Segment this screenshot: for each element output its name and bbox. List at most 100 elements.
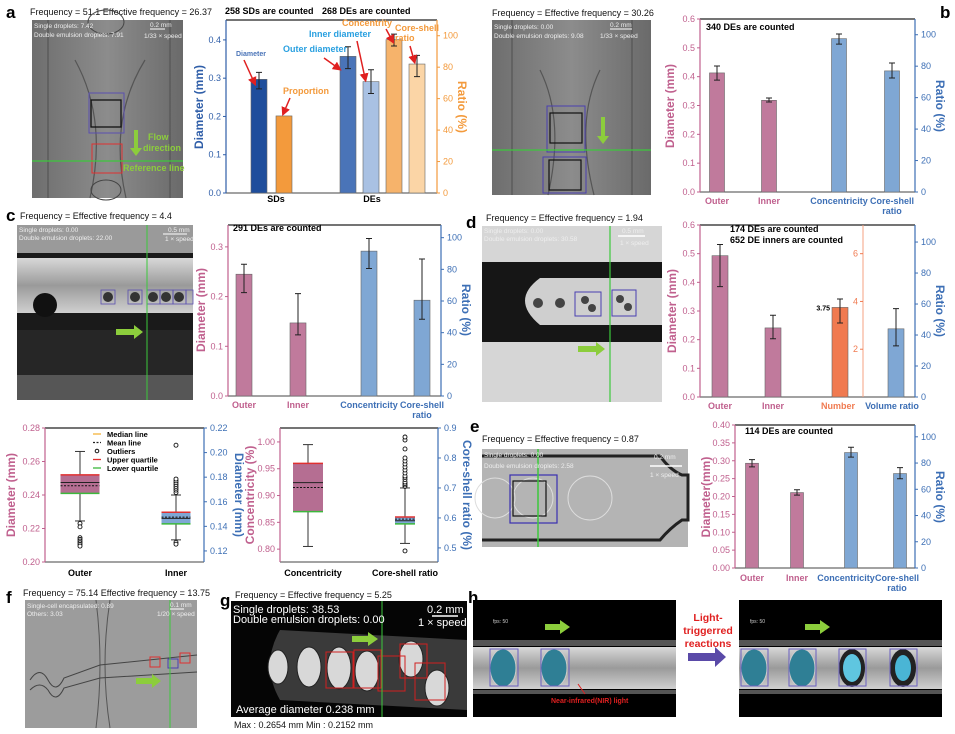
- bar-annotation: Proportion: [283, 86, 329, 96]
- overlay-double-emulsion: Double emulsion droplets: 0.00: [233, 614, 385, 626]
- left-tick-label: 0.3: [682, 101, 695, 111]
- annotation-arrow-icon: [408, 45, 418, 65]
- y-axis-title: Diameter (mm): [665, 269, 679, 353]
- right-tick-label: 0.14: [210, 521, 228, 531]
- middle-tick-label: 6: [853, 249, 858, 259]
- right-tick-label: 0.22: [210, 423, 228, 433]
- x-category-label-box: Core-shell ratio: [869, 196, 914, 216]
- panel-f-frequency-title: Frequency = 75.14 Effective frequency = …: [23, 588, 210, 598]
- left-tick-label: 0.4: [682, 277, 695, 287]
- x-category-label-box: Concentricity: [817, 573, 875, 583]
- reference-line-label: Reference line: [123, 163, 185, 173]
- scale-bar-label: 0.2 mm: [610, 22, 632, 29]
- right-tick-label: 0: [443, 188, 448, 198]
- bar-concentrity: [385, 39, 403, 194]
- chart-title: 268 DEs are counted: [322, 6, 411, 16]
- panel-c-micrograph: c Frequency = Effective frequency = 4.4 …: [6, 206, 194, 400]
- legend-label: Outliers: [107, 447, 135, 456]
- x-category-label: Concentricity: [340, 400, 398, 410]
- bar-annotation: Core-shell ratio: [395, 23, 440, 43]
- bar-outer-diameter: [339, 56, 357, 194]
- overlay-single-droplets: Single droplets: 0.00: [494, 24, 554, 31]
- left-tick-label: 0.3: [210, 242, 223, 252]
- panel-h-after: fps: 50: [739, 600, 942, 717]
- chart-b: 0.0 0.1 0.2 0.3 0.4 0.5 0.6 0 20 40 60 80 100 Diamete…: [663, 14, 947, 216]
- chart-d: 0.0 0.1 0.2 0.3 0.4 0.5 0.6 0 20 40 60 80 100 2 4 6 Diam…: [665, 220, 947, 411]
- right-tick-label: 100: [447, 233, 462, 243]
- right-tick-label: 0: [921, 392, 926, 402]
- panel-d-micrograph: d Frequency = Effective frequency = 1.94…: [466, 213, 662, 402]
- x-category-label: Core-shell ratio: [372, 568, 439, 578]
- outlier-point: [173, 541, 179, 547]
- panel-label-b: b: [940, 3, 950, 22]
- x-category-label: Outer: [231, 400, 256, 410]
- x-category-label-box: Volume ratio: [865, 401, 919, 411]
- x-category-label: Core-shell ratio: [869, 196, 914, 216]
- flow-arrow-icon: [597, 117, 609, 144]
- chart-title: 258 SDs are counted: [225, 6, 314, 16]
- left-tick-label: 0.4: [682, 72, 695, 82]
- flow-arrow-icon: [116, 325, 143, 339]
- right-tick-label: 0.16: [210, 497, 228, 507]
- reaction-label-1: Light-: [693, 612, 723, 624]
- x-category-label-box: Concentricity: [810, 196, 868, 206]
- x-category-label: Inner: [761, 401, 784, 411]
- legend-label: Mean line: [107, 439, 141, 448]
- right-tick-label: 20: [921, 361, 931, 371]
- outlier-point: [77, 524, 83, 530]
- bar-outer: [745, 462, 759, 569]
- x-category-label-box: Outer: [231, 400, 256, 410]
- left-tick-label: 0.40: [712, 420, 730, 430]
- x-category-label: Core-shell ratio: [874, 573, 919, 593]
- left-tick-label: 0.28: [22, 423, 40, 433]
- speed-label: 1 × speed: [165, 236, 194, 243]
- left-tick-label: 0.35: [712, 438, 730, 448]
- x-category-label-box: Outer: [740, 573, 764, 583]
- right-tick-label: 100: [921, 30, 936, 40]
- error-bar: [837, 298, 843, 324]
- panel-label-g: g: [220, 591, 230, 610]
- x-category-label-box: Core-shell ratio: [874, 573, 919, 593]
- right-tick-label: 80: [443, 62, 453, 72]
- right-tick-label: 60: [921, 484, 931, 494]
- bar-proportion: [275, 115, 293, 194]
- scale-bar-label: 0.1 mm: [170, 602, 192, 609]
- error-bar: [295, 293, 301, 336]
- fps-label: fps: 50: [493, 619, 508, 625]
- right-tick-label: 0.5: [444, 543, 457, 553]
- right-tick-label: 60: [447, 296, 457, 306]
- left-tick-label: 0.2: [682, 335, 695, 345]
- overlay-double-emulsion: Double emulsion droplets: 9.08: [494, 33, 584, 40]
- left-tick-label: 0.80: [257, 544, 275, 554]
- panel-g-micrograph: g Frequency = Effective frequency = 5.25…: [220, 590, 467, 730]
- x-category-label-box: Inner: [287, 400, 309, 410]
- x-category-label-box: Inner: [761, 401, 784, 411]
- overlay-others: Others: 3.03: [27, 611, 63, 618]
- error-bar: [836, 33, 842, 45]
- error-bar: [897, 467, 903, 480]
- left-tick-label: 0.05: [712, 545, 730, 555]
- legend-label: Upper quartile: [107, 456, 158, 465]
- flow-arrow-icon: [578, 342, 605, 356]
- chart-e: 0.00 0.05 0.10 0.15 0.20 0.25 0.30 0.35 0.40 0 20 4…: [699, 420, 947, 593]
- right-tick-label: 20: [921, 156, 931, 166]
- panel-f-micrograph: f Frequency = 75.14 Effective frequency …: [6, 588, 210, 729]
- left-tick-label: 0.6: [682, 220, 695, 230]
- flow-arrow-icon: [545, 620, 570, 634]
- overlay-double-emulsion: Double emulsion droplets: 7.91: [34, 32, 124, 39]
- annotation-arrow-icon: [385, 28, 395, 44]
- left-tick-label: 0.30: [712, 456, 730, 466]
- y2-axis-title: Core-shell ratio (%): [460, 440, 474, 550]
- left-tick-label: 0.0: [682, 392, 695, 402]
- bar-annotation: Concentrity: [342, 18, 392, 28]
- x-category-label: Concentricity: [810, 196, 868, 206]
- nir-light-label: Near-infrared(NIR) light: [551, 698, 629, 705]
- outlier-point: [402, 455, 408, 461]
- right-tick-label: 80: [447, 264, 457, 274]
- left-tick-label: 1.00: [257, 437, 275, 447]
- outlier-point: [402, 548, 408, 554]
- bar-value-label: 3.75: [816, 305, 830, 312]
- panel-label-c: c: [6, 206, 15, 225]
- arrow-right-icon: [688, 647, 726, 667]
